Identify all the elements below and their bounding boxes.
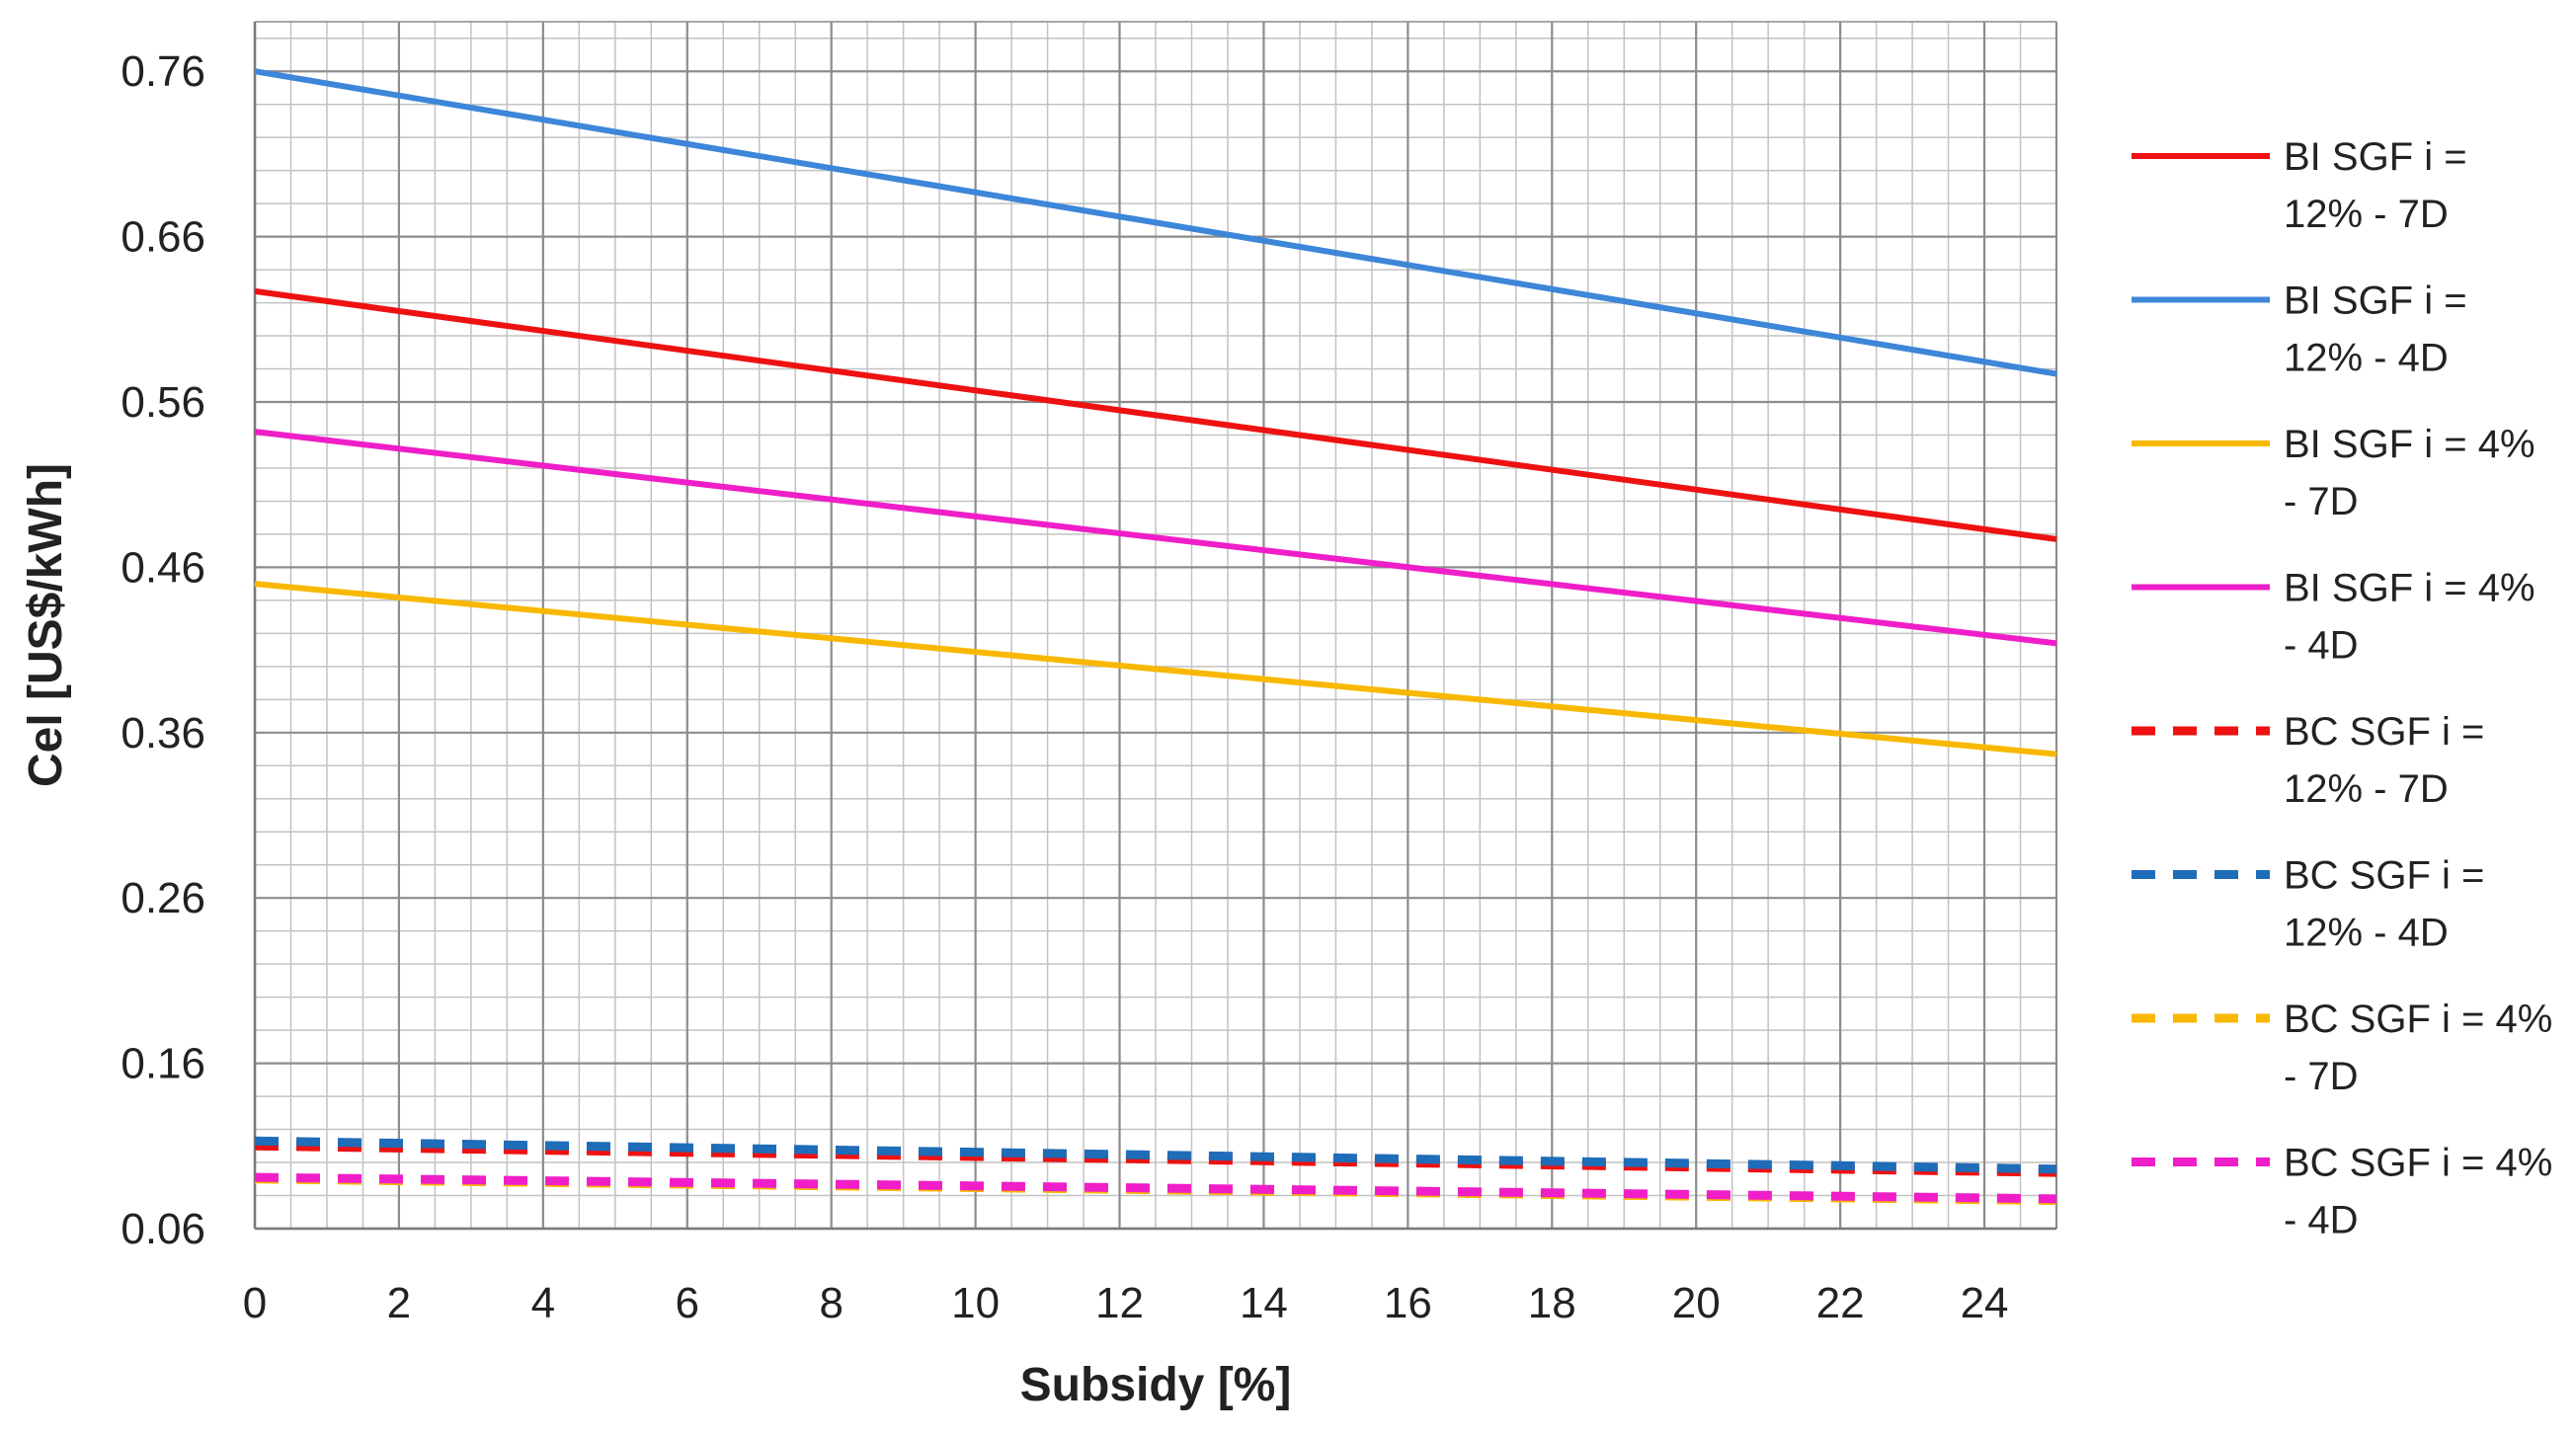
x-tick-label: 6: [676, 1279, 699, 1327]
legend-label-line1: BI SGF i =: [2284, 279, 2467, 323]
y-tick-label: 0.46: [121, 543, 205, 592]
x-tick-label: 22: [1816, 1279, 1865, 1327]
x-tick-labels: 0 2 4 6 8 10 12 14 16 18 20 22 24: [243, 1279, 2009, 1327]
legend-label-line2: 12% - 4D: [2284, 337, 2449, 380]
legend-label-line1: BI SGF i = 4%: [2284, 567, 2536, 610]
legend-label-line1: BC SGF i =: [2284, 854, 2484, 898]
x-tick-label: 2: [387, 1279, 411, 1327]
legend-label-line2: - 7D: [2284, 480, 2359, 523]
series-line-1: [254, 287, 2057, 542]
legend-label-line1: BC SGF i =: [2284, 710, 2484, 754]
x-tick-label: 8: [819, 1279, 843, 1327]
x-tick-label: 0: [243, 1279, 267, 1327]
x-tick-label: 24: [1961, 1279, 2009, 1327]
x-tick-label: 4: [531, 1279, 555, 1327]
legend-label-line1: BI SGF i =: [2284, 135, 2467, 179]
x-tick-label: 18: [1528, 1279, 1576, 1327]
x-tick-label: 12: [1095, 1279, 1144, 1327]
legend-label-line2: 12% - 7D: [2284, 193, 2449, 236]
x-tick-label: 10: [951, 1279, 1000, 1327]
legend-label-line2: - 4D: [2284, 1199, 2359, 1242]
x-tick-label: 14: [1240, 1279, 1288, 1327]
series-line-4: [254, 429, 2057, 647]
legend-label-line2: 12% - 4D: [2284, 912, 2449, 955]
series-line-2: [254, 68, 2057, 377]
legend: BI SGF i = 12% - 7D BI SGF i = 12% - 4D BI S…: [2132, 135, 2552, 1242]
x-tick-label: 20: [1672, 1279, 1721, 1327]
y-tick-label: 0.76: [121, 47, 205, 96]
legend-label-line1: BI SGF i = 4%: [2284, 423, 2536, 466]
y-tick-label: 0.06: [121, 1205, 205, 1253]
x-tick-label: 16: [1384, 1279, 1432, 1327]
y-tick-label: 0.16: [121, 1040, 205, 1088]
y-tick-label: 0.56: [121, 378, 205, 427]
x-axis-title: Subsidy [%]: [1020, 1359, 1292, 1411]
legend-label-line2: - 7D: [2284, 1055, 2359, 1098]
major-gridlines: [253, 21, 2058, 1231]
legend-label-line1: BC SGF i = 4%: [2284, 998, 2552, 1041]
legend-label-line2: - 4D: [2284, 624, 2359, 668]
y-tick-labels: 0.06 0.16 0.26 0.36 0.46 0.56 0.66 0.76: [121, 47, 205, 1253]
y-tick-label: 0.36: [121, 709, 205, 758]
series-lines: [254, 68, 2057, 1206]
legend-label-line2: 12% - 7D: [2284, 767, 2449, 811]
y-axis-title: Cel [US$/kWh]: [20, 463, 72, 787]
y-tick-label: 0.26: [121, 874, 205, 922]
y-tick-label: 0.66: [121, 213, 205, 262]
legend-label-line1: BC SGF i = 4%: [2284, 1142, 2552, 1185]
series-line-6: [254, 1136, 2057, 1174]
series-line-8: [254, 1172, 2057, 1204]
series-line-3: [254, 581, 2057, 758]
